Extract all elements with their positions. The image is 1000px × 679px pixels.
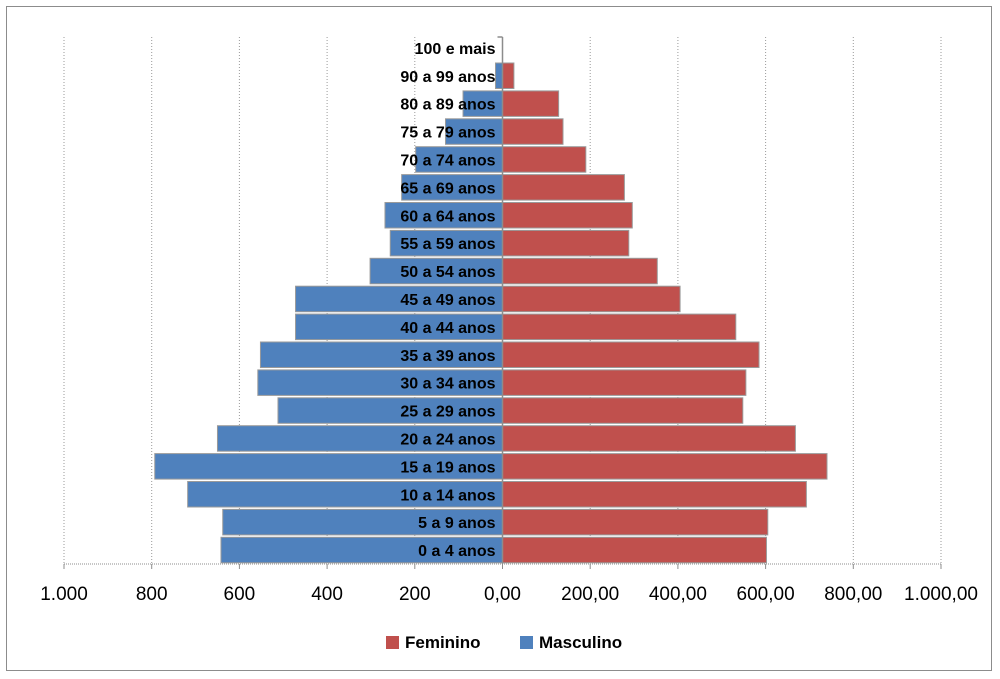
bar-masculino [369,257,503,285]
legend-label-masculino: Masculino [539,633,622,652]
category-label: 60 a 64 anos [400,208,495,225]
category-label: 15 a 19 anos [400,459,495,476]
bar-masculino [462,90,504,117]
x-tick-label: 200,00 [561,584,619,605]
bar-masculino [389,229,503,257]
bar-feminino [502,536,767,564]
bar-feminino [502,146,587,173]
bar-feminino [502,90,560,117]
category-label: 20 a 24 anos [400,431,495,448]
category-label: 40 a 44 anos [400,320,495,337]
x-tick-label: 800 [136,584,168,605]
bar-masculino [277,397,503,424]
gridlines [63,37,942,564]
bar-feminino [502,62,515,89]
category-label: 80 a 89 anos [400,97,495,114]
bar-feminino [502,369,747,396]
bar-masculino [295,313,504,341]
bar-feminino [502,174,625,201]
category-label: 90 a 99 anos [400,69,495,86]
category-label: 5 a 9 anos [418,515,495,532]
x-tick-label: 1.000 [40,584,88,605]
x-tick-label: 400 [311,584,343,605]
bar-masculino [259,341,503,368]
category-label: 50 a 54 anos [400,264,495,281]
bar-feminino [502,257,658,285]
category-label: 45 a 49 anos [400,292,495,309]
x-tick-label: 800,00 [824,584,882,605]
bar-masculino [295,285,504,313]
category-label: 0 a 4 anos [418,543,495,560]
category-label: 30 a 34 anos [400,376,495,393]
x-tick-label: 600 [224,584,256,605]
bar-masculino [222,508,503,536]
x-tick-label: 600,00 [737,584,795,605]
bar-masculino [494,62,504,89]
bar-feminino [502,508,769,536]
bar-feminino [502,397,744,424]
bar-feminino [502,453,828,480]
legend: Feminino Masculino [386,633,622,652]
bar-feminino [502,481,807,508]
category-label: 65 a 69 anos [400,180,495,197]
category-label: 100 e mais [415,41,496,58]
bar-masculino [444,118,503,145]
legend-swatch-feminino [386,636,399,649]
category-label: 35 a 39 anos [400,348,495,365]
category-labels: 0 a 4 anos 5 a 9 anos 10 a 14 anos 15 a 19 … [400,41,495,560]
bar-feminino [502,285,681,313]
bar-feminino [502,229,630,257]
x-tick-label: 400,00 [649,584,707,605]
category-label: 25 a 29 anos [400,404,495,421]
category-label: 55 a 59 anos [400,236,495,253]
bar-feminino [502,341,760,368]
x-axis: 1.000 800 600 400 200 0,00 200,00 400,00 600,00 8… [40,36,978,605]
bar-masculino [401,174,503,201]
bars [154,62,828,564]
bar-feminino [502,425,796,452]
bar-feminino [502,313,737,341]
legend-swatch-masculino [520,636,533,649]
bar-feminino [502,118,564,145]
bar-masculino [187,481,503,508]
category-label: 10 a 14 anos [400,487,495,504]
x-tick-label: 0,00 [484,584,521,605]
legend-label-feminino: Feminino [405,633,481,652]
bar-masculino [384,202,503,229]
x-tick-label: 200 [399,584,431,605]
bar-feminino [502,202,633,229]
category-label: 75 a 79 anos [400,125,495,142]
category-label: 70 a 74 anos [400,152,495,169]
x-tick-label: 1.000,00 [904,584,978,605]
bar-masculino [154,453,503,480]
